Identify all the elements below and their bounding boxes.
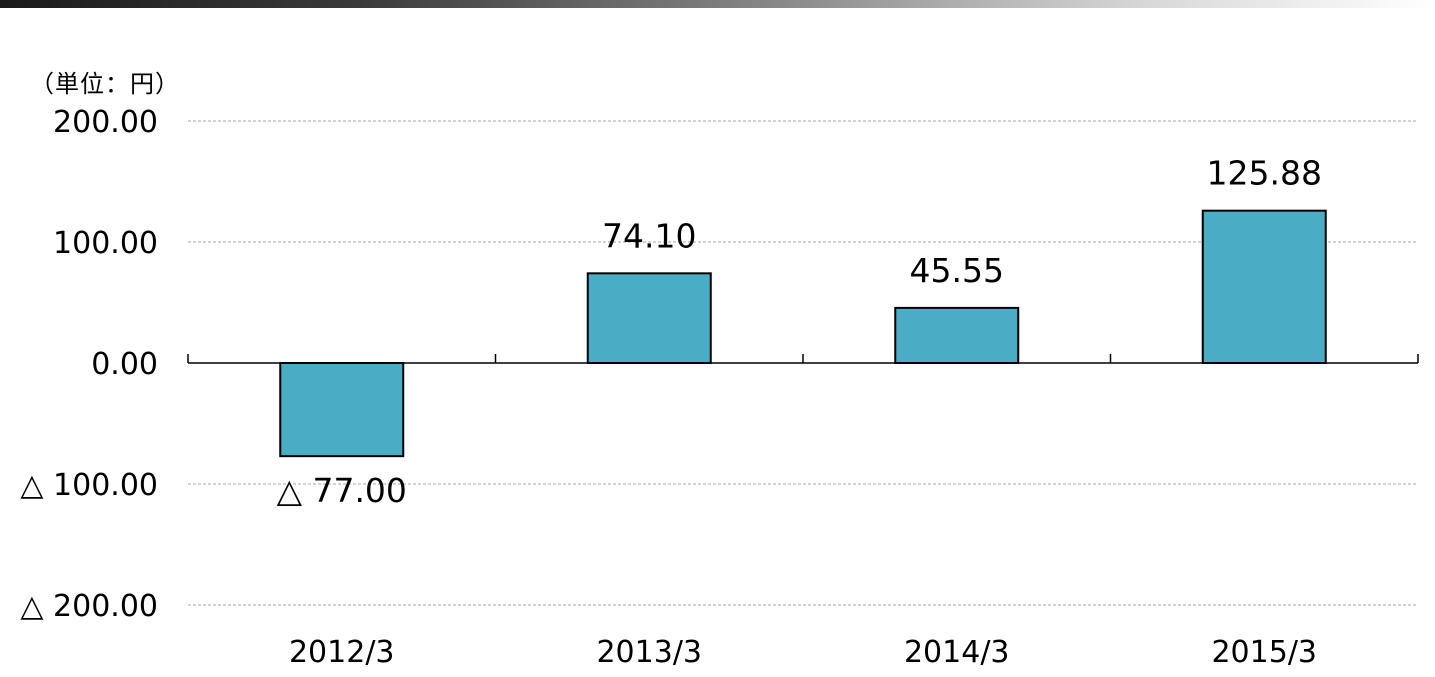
header-gradient-bar	[0, 0, 1435, 8]
x-tick-label: 2015/3	[1211, 635, 1317, 670]
data-label: 45.55	[910, 251, 1004, 290]
y-tick-label: 0.00	[91, 347, 158, 382]
x-tick-label: 2014/3	[904, 635, 1010, 670]
unit-label: （単位：円）	[30, 70, 180, 98]
data-label: 125.88	[1207, 154, 1322, 193]
bar	[1201, 209, 1327, 364]
y-tick-label: 200.00	[53, 105, 158, 140]
bar	[894, 306, 1020, 364]
y-tick-label: 100.00	[53, 226, 158, 261]
y-tick-label: △ 200.00	[20, 589, 158, 624]
data-label: △ 77.00	[277, 471, 407, 510]
x-tick-label: 2013/3	[596, 635, 702, 670]
data-label: 74.10	[602, 216, 696, 255]
bar	[586, 272, 712, 364]
bar	[279, 362, 405, 458]
y-tick-label: △ 100.00	[20, 468, 158, 503]
x-tick-label: 2012/3	[289, 635, 395, 670]
